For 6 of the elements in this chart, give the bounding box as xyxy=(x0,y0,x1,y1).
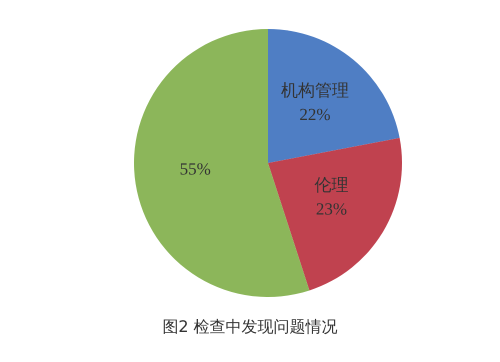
data-label: 22% xyxy=(299,105,331,124)
slice-label: 伦理 xyxy=(314,176,348,195)
slice-label: 机构管理 xyxy=(280,81,349,100)
data-label: 23% xyxy=(316,200,348,219)
data-label: 55% xyxy=(180,160,211,179)
caption: 图2 检查中发现问题情况 xyxy=(162,317,338,336)
